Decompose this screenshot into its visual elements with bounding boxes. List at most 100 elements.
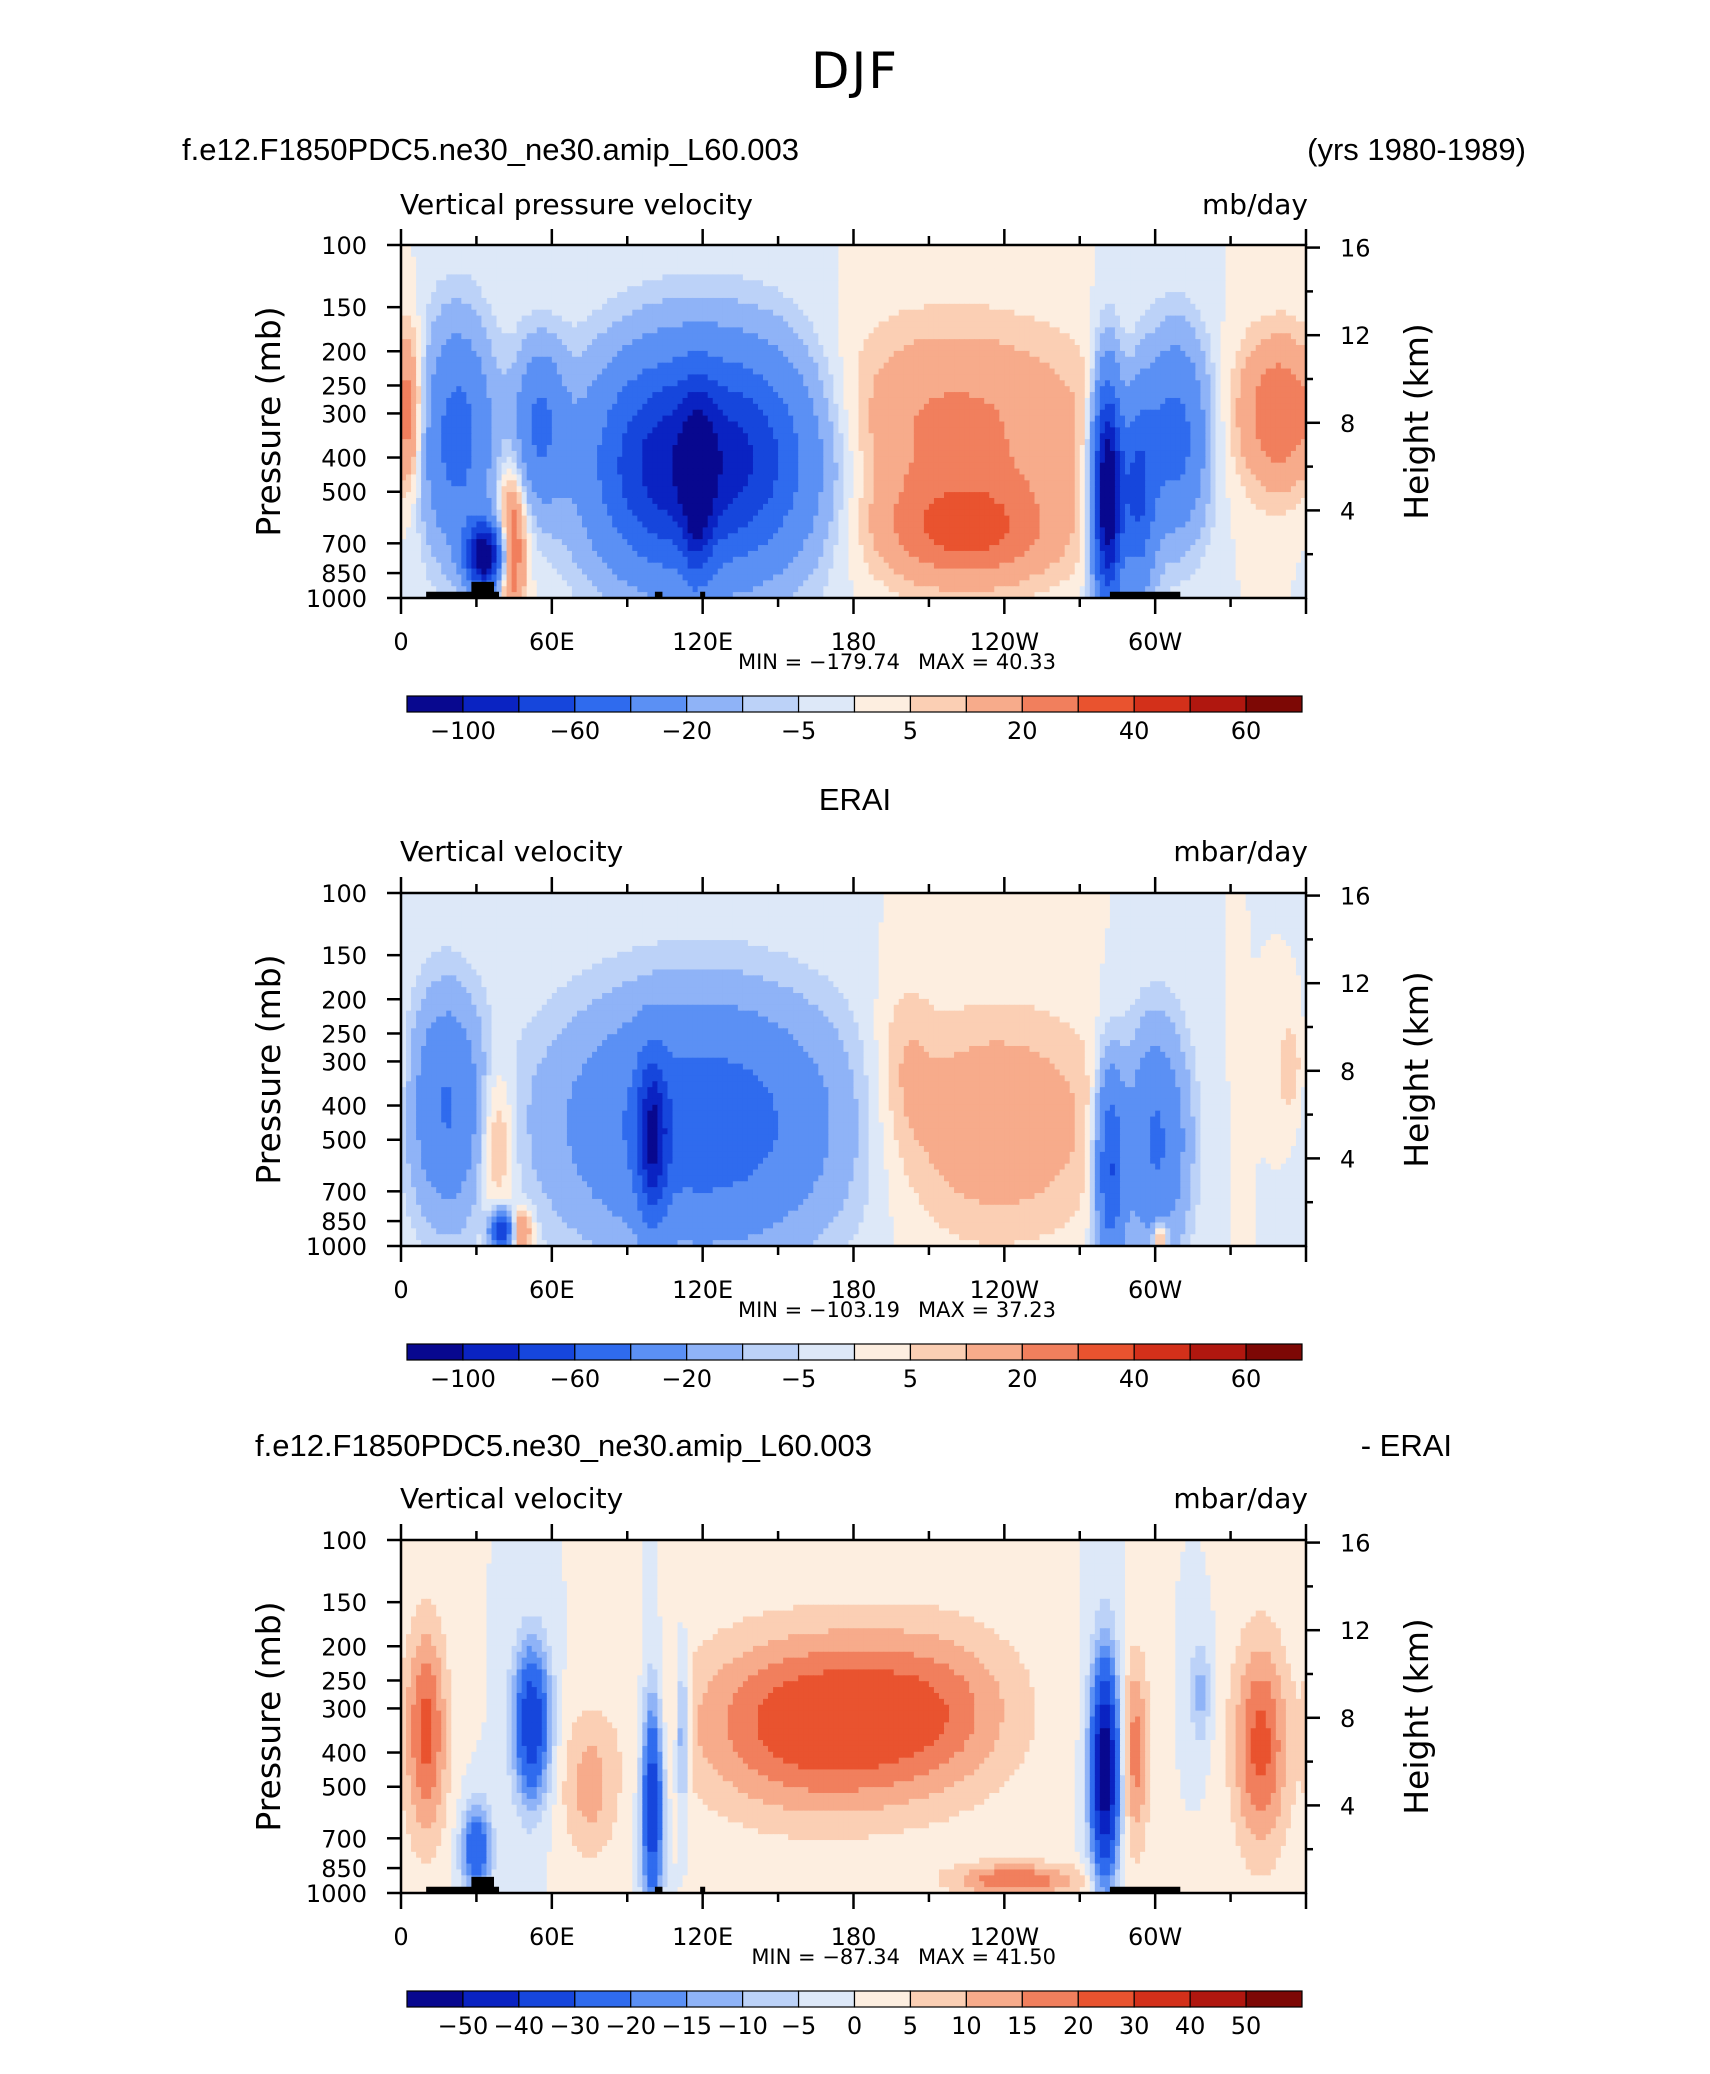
heatmap-cell bbox=[566, 392, 573, 399]
heatmap-cell bbox=[823, 297, 829, 305]
heatmap-cell bbox=[1165, 350, 1171, 358]
heatmap-cell bbox=[1044, 327, 1051, 334]
heatmap-cell bbox=[1220, 292, 1227, 299]
heatmap-cell bbox=[486, 327, 493, 334]
heatmap-cell bbox=[496, 362, 503, 370]
heatmap-cell bbox=[657, 333, 664, 340]
heatmap-cell bbox=[592, 245, 598, 252]
heatmap-cell bbox=[1180, 303, 1186, 311]
heatmap-cell bbox=[536, 368, 543, 376]
heatmap-cell bbox=[516, 397, 523, 405]
heatmap-cell bbox=[989, 339, 995, 346]
heatmap-cell bbox=[1290, 362, 1297, 370]
heatmap-cell bbox=[1084, 245, 1091, 252]
heatmap-cell bbox=[511, 286, 518, 293]
heatmap-cell bbox=[541, 309, 548, 317]
heatmap-cell bbox=[406, 292, 412, 299]
heatmap-cell bbox=[1210, 397, 1217, 405]
heatmap-cell bbox=[903, 297, 910, 305]
heatmap-cell bbox=[451, 297, 457, 305]
heatmap-cell bbox=[617, 303, 623, 311]
heatmap-cell bbox=[959, 356, 965, 364]
heatmap-cell bbox=[561, 380, 568, 387]
heatmap-cell bbox=[757, 250, 764, 258]
heatmap-cell bbox=[637, 315, 643, 323]
heatmap-cell bbox=[516, 262, 523, 270]
heatmap-cell bbox=[873, 368, 880, 376]
heatmap-cell bbox=[898, 268, 905, 276]
heatmap-cell bbox=[1104, 256, 1111, 264]
heatmap-cell bbox=[697, 380, 704, 387]
heatmap-cell bbox=[501, 315, 508, 323]
heatmap-cell bbox=[702, 368, 709, 376]
heatmap-cell bbox=[642, 397, 648, 405]
heatmap-cell bbox=[1014, 262, 1021, 270]
heatmap-cell bbox=[747, 386, 754, 393]
heatmap-cell bbox=[1019, 321, 1026, 328]
heatmap-cell bbox=[541, 403, 548, 411]
heatmap-cell bbox=[1044, 256, 1051, 264]
heatmap-cell bbox=[818, 327, 824, 334]
heatmap-cell bbox=[1255, 368, 1262, 376]
heatmap-cell bbox=[1074, 303, 1081, 311]
heatmap-cell bbox=[737, 321, 744, 328]
heatmap-cell bbox=[441, 374, 447, 381]
heatmap-cell bbox=[456, 315, 462, 323]
heatmap-cell bbox=[571, 309, 578, 317]
heatmap-cell bbox=[1089, 280, 1096, 287]
heatmap-cell bbox=[788, 303, 794, 311]
heatmap-cell bbox=[1210, 309, 1217, 317]
heatmap-cell bbox=[798, 368, 804, 376]
heatmap-cell bbox=[436, 374, 442, 381]
heatmap-cell bbox=[627, 403, 633, 411]
heatmap-cell bbox=[1084, 315, 1091, 323]
heatmap-cell bbox=[747, 321, 754, 328]
heatmap-cell bbox=[1290, 380, 1297, 387]
heatmap-cell bbox=[838, 274, 845, 281]
heatmap-cell bbox=[722, 297, 729, 305]
heatmap-cell bbox=[1220, 345, 1227, 352]
heatmap-cell bbox=[918, 292, 925, 299]
heatmap-cell bbox=[1054, 356, 1061, 364]
heatmap-cell bbox=[682, 274, 689, 281]
heatmap-cell bbox=[662, 321, 669, 328]
heatmap-cell bbox=[456, 280, 462, 287]
heatmap-cell bbox=[1175, 380, 1181, 387]
heatmap-cell bbox=[1054, 286, 1061, 293]
heatmap-cell bbox=[1230, 397, 1237, 405]
heatmap-cell bbox=[933, 262, 940, 270]
heatmap-cell bbox=[672, 362, 679, 370]
heatmap-cell bbox=[707, 356, 714, 364]
heatmap-cell bbox=[803, 286, 809, 293]
heatmap-cell bbox=[587, 350, 593, 358]
heatmap-cell bbox=[461, 386, 467, 393]
heatmap-cell bbox=[642, 286, 648, 293]
heatmap-cell bbox=[496, 286, 503, 293]
heatmap-cell bbox=[732, 280, 739, 287]
heatmap-cell bbox=[1285, 274, 1292, 281]
heatmap-cell bbox=[602, 386, 608, 393]
heatmap-cell bbox=[1145, 297, 1151, 305]
heatmap-cell bbox=[692, 345, 699, 352]
heatmap-cell bbox=[1054, 262, 1061, 270]
heatmap-cell bbox=[451, 280, 457, 287]
heatmap-cell bbox=[672, 397, 679, 405]
heatmap-cell bbox=[1140, 380, 1146, 387]
heatmap-cell bbox=[989, 333, 995, 340]
heatmap-cell bbox=[556, 268, 563, 276]
heatmap-cell bbox=[828, 386, 834, 393]
heatmap-cell bbox=[964, 345, 970, 352]
heatmap-cell bbox=[1185, 345, 1191, 352]
heatmap-cell bbox=[556, 339, 563, 346]
heatmap-cell bbox=[1260, 268, 1267, 276]
heatmap-cell bbox=[1064, 321, 1071, 328]
heatmap-cell bbox=[1119, 374, 1126, 381]
heatmap-cell bbox=[571, 292, 578, 299]
heatmap-cell bbox=[843, 350, 850, 358]
heatmap-cell bbox=[732, 392, 739, 399]
heatmap-cell bbox=[1190, 333, 1196, 340]
heatmap-cell bbox=[1285, 268, 1292, 276]
heatmap-cell bbox=[546, 368, 553, 376]
heatmap-cell bbox=[401, 392, 407, 399]
heatmap-cell bbox=[587, 280, 593, 287]
